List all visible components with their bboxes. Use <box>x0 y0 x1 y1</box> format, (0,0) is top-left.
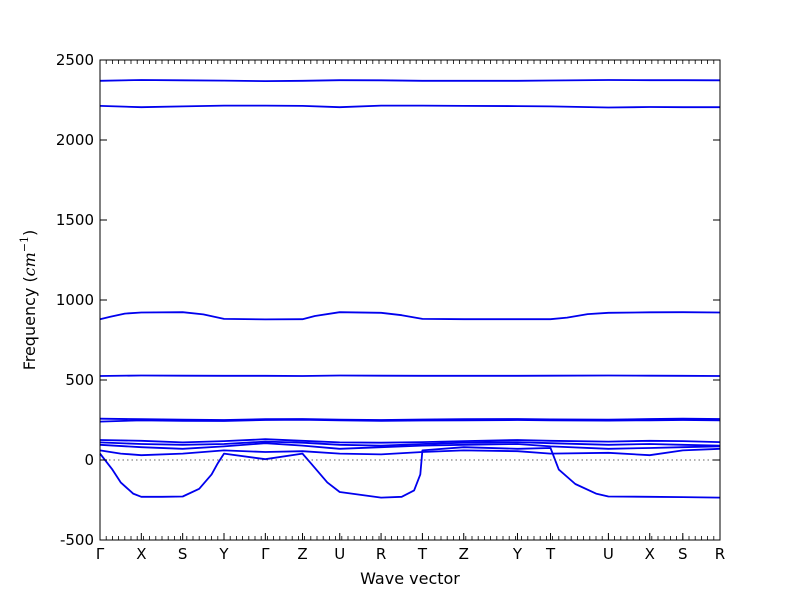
x-tick-label: X <box>136 545 146 563</box>
band-line-9 <box>99 442 721 450</box>
band-line-2 <box>99 104 720 109</box>
band-line-7 <box>99 438 721 444</box>
y-tick-label: 2500 <box>56 51 94 69</box>
band-line-1 <box>99 79 721 82</box>
x-tick-label: Y <box>218 545 229 563</box>
x-tick-label: S <box>678 545 688 563</box>
x-tick-label: R <box>376 545 386 563</box>
x-tick-label: Γ <box>96 545 105 563</box>
y-tick-label: 1000 <box>56 291 94 309</box>
plot-frame <box>99 59 721 541</box>
x-tick-label: Z <box>459 545 469 563</box>
x-tick-label: R <box>715 545 725 563</box>
band-line-4 <box>99 374 721 377</box>
y-tick-label: 500 <box>65 371 94 389</box>
x-tick-label: T <box>545 545 556 563</box>
x-tick-label: U <box>603 545 614 563</box>
x-tick-label: U <box>334 545 345 563</box>
y-tick-label: 1500 <box>56 211 94 229</box>
x-tick-label: T <box>417 545 428 563</box>
band-line-6 <box>99 418 721 423</box>
x-tick-label: X <box>645 545 655 563</box>
y-axis-title-close: ) <box>20 230 39 236</box>
x-axis-title: Wave vector <box>360 569 460 588</box>
y-axis: -500 0 500 1000 1500 2000 2500 <box>56 51 720 549</box>
bands-layer <box>99 79 721 499</box>
y-axis-title-unit: cm <box>20 252 39 276</box>
y-axis-title-text: Frequency ( <box>20 276 39 370</box>
y-tick-label: 2000 <box>56 131 94 149</box>
band-line-10 <box>99 447 721 457</box>
x-tick-label: S <box>178 545 188 563</box>
y-axis-title: Frequency (cm−1) <box>18 230 39 371</box>
y-tick-label: -500 <box>60 531 94 549</box>
x-tick-label: Y <box>512 545 523 563</box>
y-axis-title-exponent: −1 <box>18 236 31 252</box>
x-tick-label: Γ <box>261 545 270 563</box>
band-line-8 <box>99 440 721 447</box>
x-tick-label: Z <box>297 545 307 563</box>
band-line-5 <box>99 417 721 421</box>
band-line-3 <box>99 311 721 321</box>
y-tick-label: 0 <box>84 451 94 469</box>
band-line-11 <box>99 446 721 499</box>
